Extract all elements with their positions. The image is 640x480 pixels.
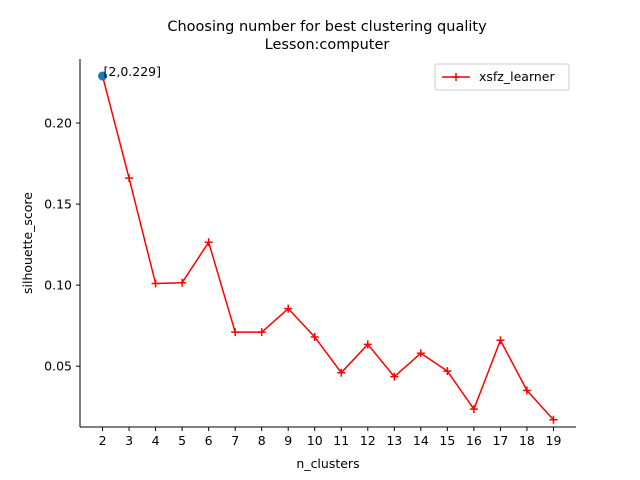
x-tick-label: 5 xyxy=(178,433,186,448)
x-tick-label: 4 xyxy=(152,433,160,448)
data-point xyxy=(337,368,346,377)
x-tick-label: 13 xyxy=(386,433,402,448)
x-tick-label: 14 xyxy=(413,433,429,448)
x-tick-label: 7 xyxy=(231,433,239,448)
x-tick-label: 10 xyxy=(307,433,323,448)
data-point xyxy=(549,415,558,424)
data-point xyxy=(496,336,505,345)
data-point xyxy=(522,386,531,395)
x-tick-label: 15 xyxy=(439,433,455,448)
data-point xyxy=(469,405,478,414)
x-tick-label: 8 xyxy=(258,433,266,448)
x-tick-label: 3 xyxy=(125,433,133,448)
data-point xyxy=(204,238,213,247)
legend-label-xsfz-learner: xsfz_learner xyxy=(479,69,555,84)
chart-title: Choosing number for best clustering qual… xyxy=(167,19,487,35)
x-tick-label: 18 xyxy=(519,433,535,448)
legend-box xyxy=(434,63,570,91)
x-tick-label: 17 xyxy=(492,433,508,448)
data-point xyxy=(151,279,160,288)
data-point xyxy=(178,278,187,287)
x-tick-label: 16 xyxy=(466,433,482,448)
chart-subtitle: Lesson:computer xyxy=(265,37,390,53)
plot-area: [2,0.229] xyxy=(98,64,558,424)
data-point xyxy=(390,372,399,381)
legend: xsfz_learner xyxy=(434,63,570,91)
data-point xyxy=(231,328,240,337)
y-tick-label: 0.20 xyxy=(44,116,72,131)
x-tick-label: 12 xyxy=(360,433,376,448)
x-tick-label: 2 xyxy=(99,433,107,448)
data-point xyxy=(310,333,319,342)
data-point xyxy=(443,367,452,376)
y-tick-label: 0.05 xyxy=(44,359,72,374)
series-line-xsfz_learner xyxy=(101,75,555,421)
data-point xyxy=(363,340,372,349)
x-tick-label: 6 xyxy=(205,433,213,448)
data-point xyxy=(284,304,293,313)
y-axis-label: silhouette_score xyxy=(20,192,35,294)
x-tick-label: 11 xyxy=(333,433,349,448)
data-point xyxy=(125,174,134,183)
x-tick-label: 19 xyxy=(546,433,562,448)
data-point xyxy=(257,328,266,337)
x-axis-label: n_clusters xyxy=(296,456,359,471)
legend-marker xyxy=(452,73,460,81)
y-tick-label: 0.10 xyxy=(44,278,72,293)
highlight-point xyxy=(98,71,108,81)
data-point xyxy=(416,349,425,358)
highlight-annotation: [2,0.229] xyxy=(104,64,161,79)
x-axis-ticks: 2 3 4 5 6 7 8 9 10 11 12 13 14 15 16 17 18 19 xyxy=(99,427,562,448)
y-tick-label: 0.15 xyxy=(44,197,72,212)
x-tick-label: 9 xyxy=(284,433,292,448)
y-axis-ticks: 0.05 0.10 0.15 0.20 xyxy=(44,116,80,374)
